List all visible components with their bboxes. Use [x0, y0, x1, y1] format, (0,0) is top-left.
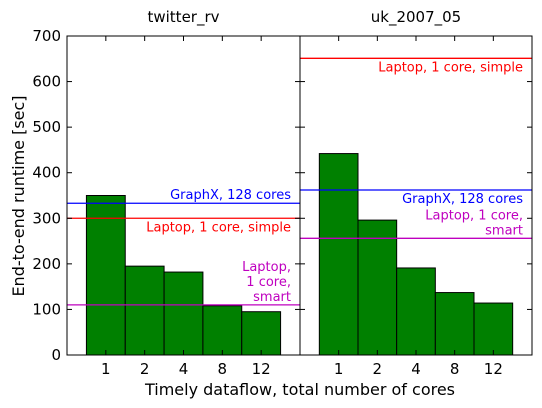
bar: [241, 311, 282, 356]
reference-line-label-line: smart: [253, 290, 291, 305]
bar: [318, 153, 359, 356]
x-tick-label: 2: [140, 360, 150, 378]
reference-line-label: GraphX, 128 cores: [402, 192, 523, 207]
reference-line-label-line: Laptop, 1 core,: [425, 208, 523, 223]
bar: [434, 292, 475, 356]
reference-line-label-line: Laptop, 1 core, simple: [378, 60, 523, 75]
reference-line-label: Laptop, 1 core, simple: [378, 60, 523, 75]
x-tick-label: 8: [218, 360, 228, 378]
reference-line-label-line: GraphX, 128 cores: [170, 188, 291, 203]
reference-line-label: GraphX, 128 cores: [170, 188, 291, 203]
bar: [357, 219, 398, 356]
y-axis-label: End-to-end runtime [sec]: [9, 95, 28, 296]
reference-line-label-line: smart: [485, 223, 523, 238]
y-tick-label: 600: [32, 73, 61, 91]
y-tick-label: 0: [51, 346, 61, 364]
bar: [202, 305, 243, 356]
x-tick-label: 4: [179, 360, 189, 378]
y-tick-label: 700: [32, 27, 61, 45]
reference-line-label-line: Laptop,: [242, 260, 291, 275]
reference-line-label: Laptop, 1 core, simple: [146, 220, 291, 235]
reference-line-label-line: GraphX, 128 cores: [402, 192, 523, 207]
panel-title: twitter_rv: [147, 8, 219, 27]
panel-frame: [299, 35, 533, 356]
x-tick-label: 1: [101, 360, 111, 378]
x-tick-label: 12: [484, 360, 503, 378]
panel-title: uk_2007_05: [371, 8, 461, 27]
y-tick-label: 500: [32, 118, 61, 136]
bar: [473, 302, 514, 356]
y-tick-label: 300: [32, 209, 61, 227]
reference-line-label-line: Laptop, 1 core, simple: [146, 220, 291, 235]
x-tick-label: 1: [334, 360, 344, 378]
panel-2: uk_2007_05 Laptop, 1 core, simple GraphX, …: [299, 8, 533, 378]
y-tick-label: 200: [32, 255, 61, 273]
x-tick-label: 8: [450, 360, 460, 378]
x-tick-label: 12: [252, 360, 271, 378]
x-axis-label: Timely dataflow, total number of cores: [144, 380, 455, 399]
bar: [163, 271, 204, 356]
reference-line-label-line: 1 core,: [246, 275, 291, 290]
bar: [396, 267, 436, 356]
reference-line-label: Laptop, 1 core, smart: [242, 260, 291, 305]
panel-1: twitter_rv GraphX, 128 cores Laptop, 1 cor…: [66, 8, 301, 378]
bar: [124, 265, 165, 356]
x-tick-label: 4: [411, 360, 421, 378]
y-tick-label: 100: [32, 300, 61, 318]
y-tick-label: 400: [32, 164, 61, 182]
reference-line-label: Laptop, 1 core, smart: [425, 208, 523, 238]
bar: [85, 195, 126, 356]
x-tick-label: 2: [373, 360, 383, 378]
